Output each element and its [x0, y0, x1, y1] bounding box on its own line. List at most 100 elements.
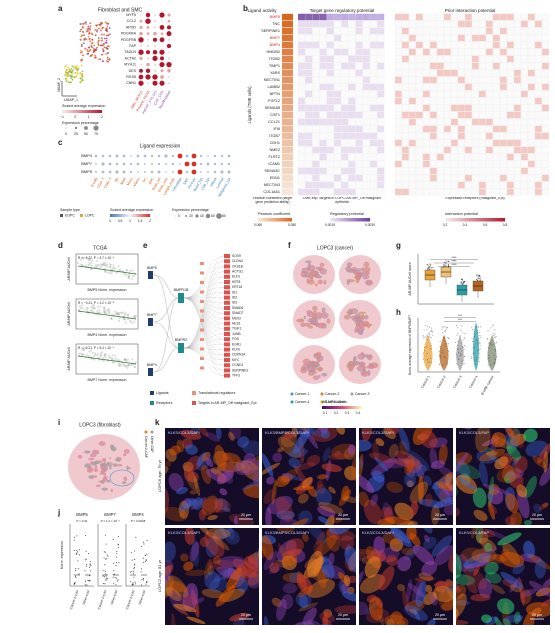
point	[464, 345, 465, 347]
stain	[219, 488, 228, 496]
plot-frame	[75, 298, 139, 330]
point	[448, 350, 450, 352]
umap-point	[105, 46, 108, 49]
heat-cell	[401, 83, 409, 91]
heat-cell	[541, 139, 549, 147]
stain	[328, 486, 336, 494]
heat-cell	[333, 90, 342, 98]
heat-cell	[312, 139, 320, 147]
heat-cell	[527, 55, 535, 63]
heat-cell	[499, 174, 507, 182]
stain	[204, 558, 213, 579]
heat-cell	[305, 90, 313, 98]
heat-cell	[319, 76, 327, 84]
micrograph	[456, 528, 550, 625]
heat-cell	[401, 153, 409, 161]
outlier	[427, 264, 429, 266]
umap-point	[67, 81, 70, 84]
heat-cell	[305, 13, 313, 21]
point	[103, 306, 105, 309]
umap-point	[107, 58, 109, 61]
heat-cell	[499, 160, 507, 168]
stain	[359, 549, 376, 555]
heat-cell	[485, 167, 493, 175]
flow	[183, 281, 225, 349]
point	[96, 310, 99, 312]
legend-label: Cancer-4	[295, 400, 309, 404]
dot	[166, 43, 172, 49]
heat-cell	[305, 181, 313, 189]
heat-cell	[436, 167, 444, 175]
heat-cell	[312, 153, 320, 161]
umap-point	[67, 66, 70, 69]
heat-cell	[394, 55, 402, 63]
node-label: EGR1	[232, 342, 241, 346]
heat-cell	[450, 139, 458, 147]
point	[444, 343, 446, 345]
significance: ****	[451, 259, 457, 263]
point	[460, 355, 461, 357]
point	[490, 342, 492, 344]
heat-cell	[394, 146, 402, 154]
heat-cell	[362, 55, 370, 63]
legend-title: Sample type	[60, 208, 80, 212]
stain	[316, 428, 329, 434]
heat-cell	[305, 20, 313, 28]
dot	[164, 154, 168, 158]
point	[473, 333, 475, 335]
dot	[191, 161, 197, 167]
stain	[448, 551, 453, 573]
node-label: BMP7	[147, 313, 157, 317]
umap-point	[68, 70, 71, 73]
node-label: MSX2	[232, 316, 241, 320]
heat-cell	[369, 90, 378, 98]
dot	[159, 25, 165, 30]
heat-cell	[478, 181, 486, 189]
dot	[157, 170, 161, 174]
point	[442, 350, 444, 352]
outlier	[443, 264, 445, 266]
point	[102, 357, 104, 359]
umap-point	[72, 69, 74, 72]
cell-type-label: DC	[142, 176, 148, 183]
regulator-node	[200, 290, 204, 294]
cell-type-label: Endo_art	[151, 177, 161, 191]
point	[113, 359, 116, 361]
heat-cell	[485, 160, 493, 168]
heat-cell	[348, 146, 356, 154]
heat-cell	[499, 41, 507, 49]
heat-cell	[457, 174, 465, 182]
point	[131, 322, 134, 325]
dot	[146, 32, 150, 35]
point	[445, 345, 447, 347]
umap-point	[97, 58, 100, 61]
heat-cell	[450, 76, 458, 84]
cell-type-label: Club_Epi	[200, 177, 210, 191]
stain	[538, 502, 548, 511]
stain	[168, 473, 184, 492]
ligand-label: FLRT2	[268, 155, 280, 159]
point	[84, 559, 86, 561]
umap-point	[99, 29, 102, 32]
stain	[405, 458, 422, 474]
stain	[411, 579, 423, 603]
stain	[384, 614, 409, 625]
stain	[359, 574, 386, 594]
heat-cell	[408, 132, 416, 140]
point	[125, 360, 128, 362]
heat-cell	[471, 41, 479, 49]
heat-cell	[457, 48, 465, 56]
region	[109, 469, 135, 487]
point	[88, 259, 91, 261]
heat-cell	[422, 27, 430, 35]
heat-cell	[541, 76, 549, 84]
stain	[207, 560, 236, 569]
point	[461, 350, 463, 352]
heat-cell	[520, 48, 528, 56]
point	[91, 309, 93, 311]
stain	[500, 571, 524, 589]
stain	[351, 455, 356, 482]
point	[473, 330, 475, 332]
micrograph	[456, 428, 550, 525]
stain	[186, 616, 206, 624]
